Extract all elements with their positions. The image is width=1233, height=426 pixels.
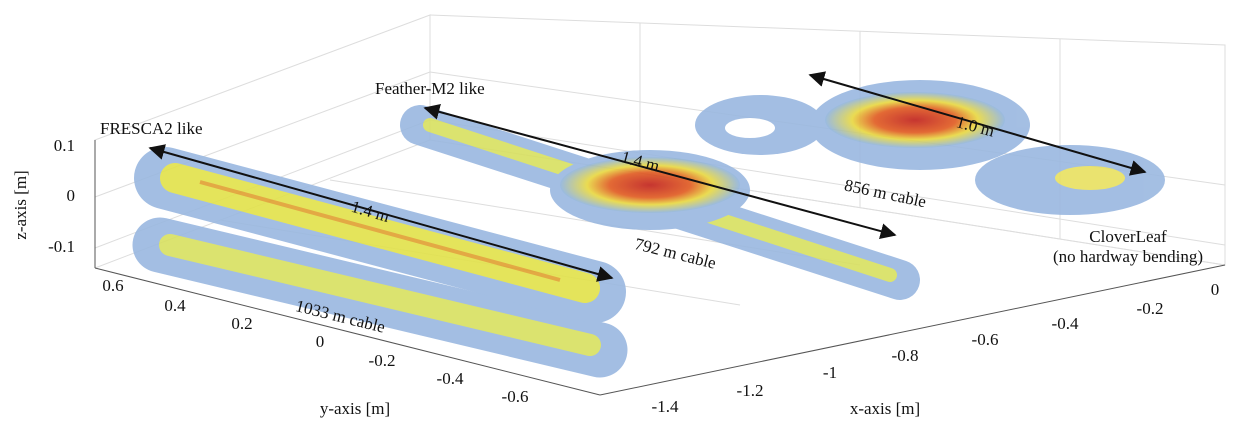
tick-label: 0 bbox=[316, 332, 325, 351]
tick-label: 0 bbox=[67, 186, 76, 205]
tick-label: 0.2 bbox=[231, 314, 252, 333]
tick-label: -0.2 bbox=[1137, 299, 1164, 318]
magnet-note: (no hardway bending) bbox=[1053, 247, 1203, 266]
tick-label: -0.4 bbox=[437, 369, 464, 388]
tick-label: -0.4 bbox=[1052, 314, 1079, 333]
magnet-name: FRESCA2 like bbox=[100, 119, 203, 138]
tick-label: -1.4 bbox=[652, 397, 679, 416]
figure: FRESCA2 like 1.4 m 1033 m cable Feather-… bbox=[0, 0, 1233, 426]
magnet-name: Feather-M2 like bbox=[375, 79, 485, 98]
magnet-name: CloverLeaf bbox=[1089, 227, 1167, 246]
tick-label: -1.2 bbox=[737, 381, 764, 400]
tick-label: -0.6 bbox=[502, 387, 529, 406]
tick-label: -1 bbox=[823, 363, 837, 382]
x-axis-label: x-axis [m] bbox=[850, 399, 920, 418]
tick-label: -0.2 bbox=[369, 351, 396, 370]
tick-label: 0.6 bbox=[102, 276, 123, 295]
tick-label: 0.1 bbox=[54, 136, 75, 155]
cable-label: 856 m cable bbox=[843, 176, 928, 212]
tick-label: -0.8 bbox=[892, 346, 919, 365]
cloverleaf-coil bbox=[695, 80, 1165, 215]
tick-label: -0.1 bbox=[48, 237, 75, 256]
tick-label: 0 bbox=[1211, 280, 1220, 299]
z-axis-label: z-axis [m] bbox=[11, 170, 30, 239]
y-axis-label: y-axis [m] bbox=[320, 399, 390, 418]
tick-label: 0.4 bbox=[164, 296, 186, 315]
tick-label: -0.6 bbox=[972, 330, 999, 349]
